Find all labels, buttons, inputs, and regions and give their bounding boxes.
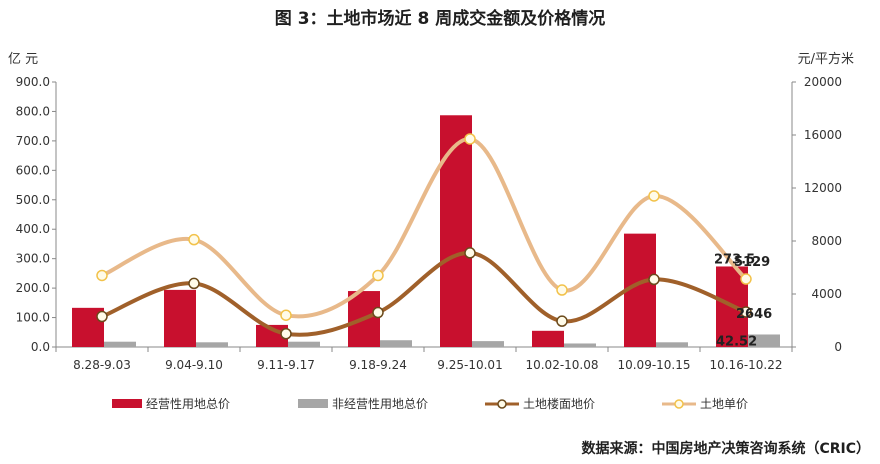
floor-price-point [464, 247, 476, 259]
data-label: 42.52 [716, 334, 757, 349]
unit-price-line [101, 136, 748, 319]
floor-price-point [280, 328, 292, 340]
legend-swatch [112, 399, 142, 408]
right-tick-label: 4000 [811, 287, 842, 301]
left-tick-label: 100.0 [16, 311, 50, 325]
bar-noncommercial [104, 341, 136, 347]
legend-label: 非经营性用地总价 [332, 397, 428, 411]
left-tick-label: 0.0 [31, 340, 50, 354]
left-tick-label: 300.0 [16, 252, 50, 266]
floor-price-point [372, 306, 384, 319]
data-label: 273.5 [714, 252, 755, 267]
x-tick-label: 9.25-10.01 [437, 358, 502, 372]
bar-noncommercial [748, 334, 780, 347]
left-axis-unit: 亿 元 [8, 52, 39, 67]
unit-price-point [464, 133, 476, 145]
unit-price-point [96, 269, 108, 282]
x-tick-label: 8.28-9.03 [73, 358, 131, 372]
bar-noncommercial [288, 341, 320, 347]
bar-commercial [440, 115, 472, 348]
left-tick-label: 600.0 [16, 163, 50, 177]
source-note: 数据来源：中国房地产决策咨询系统（CRIC） [581, 441, 870, 457]
right-axis-unit: 元/平方米 [797, 52, 854, 67]
bar-commercial [164, 289, 196, 347]
x-tick-label: 10.16-10.22 [709, 358, 782, 372]
unit-price-point [556, 284, 568, 296]
legend-label: 经营性用地总价 [146, 397, 230, 411]
left-tick-label: 800.0 [16, 104, 50, 118]
left-tick-label: 200.0 [16, 281, 50, 295]
bar-noncommercial [564, 343, 596, 347]
left-tick-label: 900.0 [16, 75, 50, 89]
x-tick-label: 9.11-9.17 [257, 358, 315, 372]
floor-price-point [740, 306, 752, 318]
data-label: 5129 [734, 255, 770, 270]
bar-noncommercial [472, 341, 504, 347]
legend-swatch [298, 399, 328, 408]
legend-swatch-marker [674, 399, 684, 409]
x-tick-label: 10.09-10.15 [617, 358, 690, 372]
chart-title: 图 3：土地市场近 8 周成交金额及价格情况 [274, 9, 606, 29]
left-tick-label: 400.0 [16, 222, 50, 236]
unit-price-point [188, 233, 200, 246]
x-tick-label: 10.02-10.08 [525, 358, 598, 372]
unit-price-point [280, 309, 292, 321]
bar-noncommercial [380, 340, 412, 347]
legend-label: 土地楼面地价 [523, 396, 595, 411]
floor-price-point [96, 310, 108, 323]
unit-price-point [372, 269, 384, 282]
floor-price-line [101, 250, 747, 337]
right-tick-label: 16000 [804, 128, 842, 142]
right-tick-label: 0 [834, 340, 842, 354]
bar-noncommercial [196, 342, 228, 347]
floor-price-point [556, 315, 568, 327]
legend-swatch-marker [497, 399, 507, 409]
right-tick-label: 8000 [811, 234, 842, 248]
unit-price-point [740, 273, 752, 285]
bar-noncommercial [656, 342, 688, 347]
bar-commercial [532, 330, 564, 347]
right-tick-label: 20000 [804, 75, 842, 89]
x-tick-label: 9.04-9.10 [165, 358, 223, 372]
x-tick-label: 9.18-9.24 [349, 358, 407, 372]
data-label: 2646 [736, 307, 772, 322]
left-tick-label: 500.0 [16, 193, 50, 207]
unit-price-point [648, 190, 660, 202]
left-tick-label: 700.0 [16, 134, 50, 148]
floor-price-point [188, 277, 200, 290]
legend-label: 土地单价 [700, 397, 748, 411]
right-tick-label: 12000 [804, 181, 842, 195]
floor-price-point [648, 273, 660, 286]
